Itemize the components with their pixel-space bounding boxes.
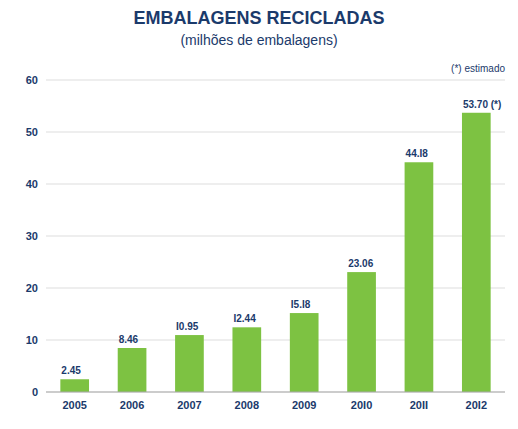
grid-line xyxy=(46,184,505,185)
data-labels: 2.45 8.46 I0.95 I2.44 I5.I8 23.06 44.I8 53.70 (… xyxy=(61,99,501,377)
x-tick-label: 20II xyxy=(410,399,428,411)
y-tick-label: 50 xyxy=(26,126,38,138)
y-tick-label: 60 xyxy=(26,74,38,86)
x-tick-label: 2005 xyxy=(62,399,86,411)
title: EMBALAGENS RECICLADAS xyxy=(133,8,384,28)
y-tick-label: 0 xyxy=(32,386,38,398)
bar xyxy=(175,335,204,392)
bar xyxy=(118,348,147,392)
data-label: I5.I8 xyxy=(291,299,311,310)
bar xyxy=(60,379,89,392)
data-label: 44.I8 xyxy=(406,148,429,159)
x-axis-line xyxy=(46,392,505,393)
subtitle: (milhões de embalagens) xyxy=(180,32,337,48)
chart-svg: EMBALAGENS RECICLADAS (milhões de embalag… xyxy=(0,0,518,429)
y-tick-label: 40 xyxy=(26,178,38,190)
annotation: (*) estimado xyxy=(451,63,505,74)
grid-line xyxy=(46,80,505,81)
data-label: 8.46 xyxy=(119,334,139,345)
y-tick-label: 30 xyxy=(26,230,38,242)
bar xyxy=(232,327,261,392)
x-axis: 2005 2006 2007 2008 2009 20I0 20II 20I2 xyxy=(62,399,487,411)
grid-line xyxy=(46,132,505,133)
x-tick-label: 2006 xyxy=(120,399,144,411)
grid-line xyxy=(46,340,505,341)
grid-line xyxy=(46,288,505,289)
x-tick-label: 20I0 xyxy=(351,399,372,411)
x-tick-label: 2007 xyxy=(177,399,201,411)
grid-line xyxy=(46,392,505,393)
data-label: I2.44 xyxy=(233,313,256,324)
grid-line xyxy=(46,236,505,237)
bars xyxy=(60,113,490,392)
chart-container: EMBALAGENS RECICLADAS (milhões de embalag… xyxy=(0,0,518,429)
data-label: 2.45 xyxy=(61,365,81,376)
y-axis: 0 10 20 30 40 50 60 xyxy=(26,74,505,398)
x-tick-label: 2009 xyxy=(292,399,316,411)
background xyxy=(0,0,518,429)
bar xyxy=(405,162,434,392)
y-tick-label: 20 xyxy=(26,282,38,294)
bar xyxy=(462,113,491,392)
x-tick-label: 2008 xyxy=(235,399,259,411)
y-tick-label: 10 xyxy=(26,334,38,346)
bar xyxy=(290,313,319,392)
data-label: I0.95 xyxy=(176,321,199,332)
data-label: 23.06 xyxy=(348,258,373,269)
bar xyxy=(347,272,376,392)
data-label: 53.70 (*) xyxy=(463,99,501,110)
x-tick-label: 20I2 xyxy=(466,399,487,411)
